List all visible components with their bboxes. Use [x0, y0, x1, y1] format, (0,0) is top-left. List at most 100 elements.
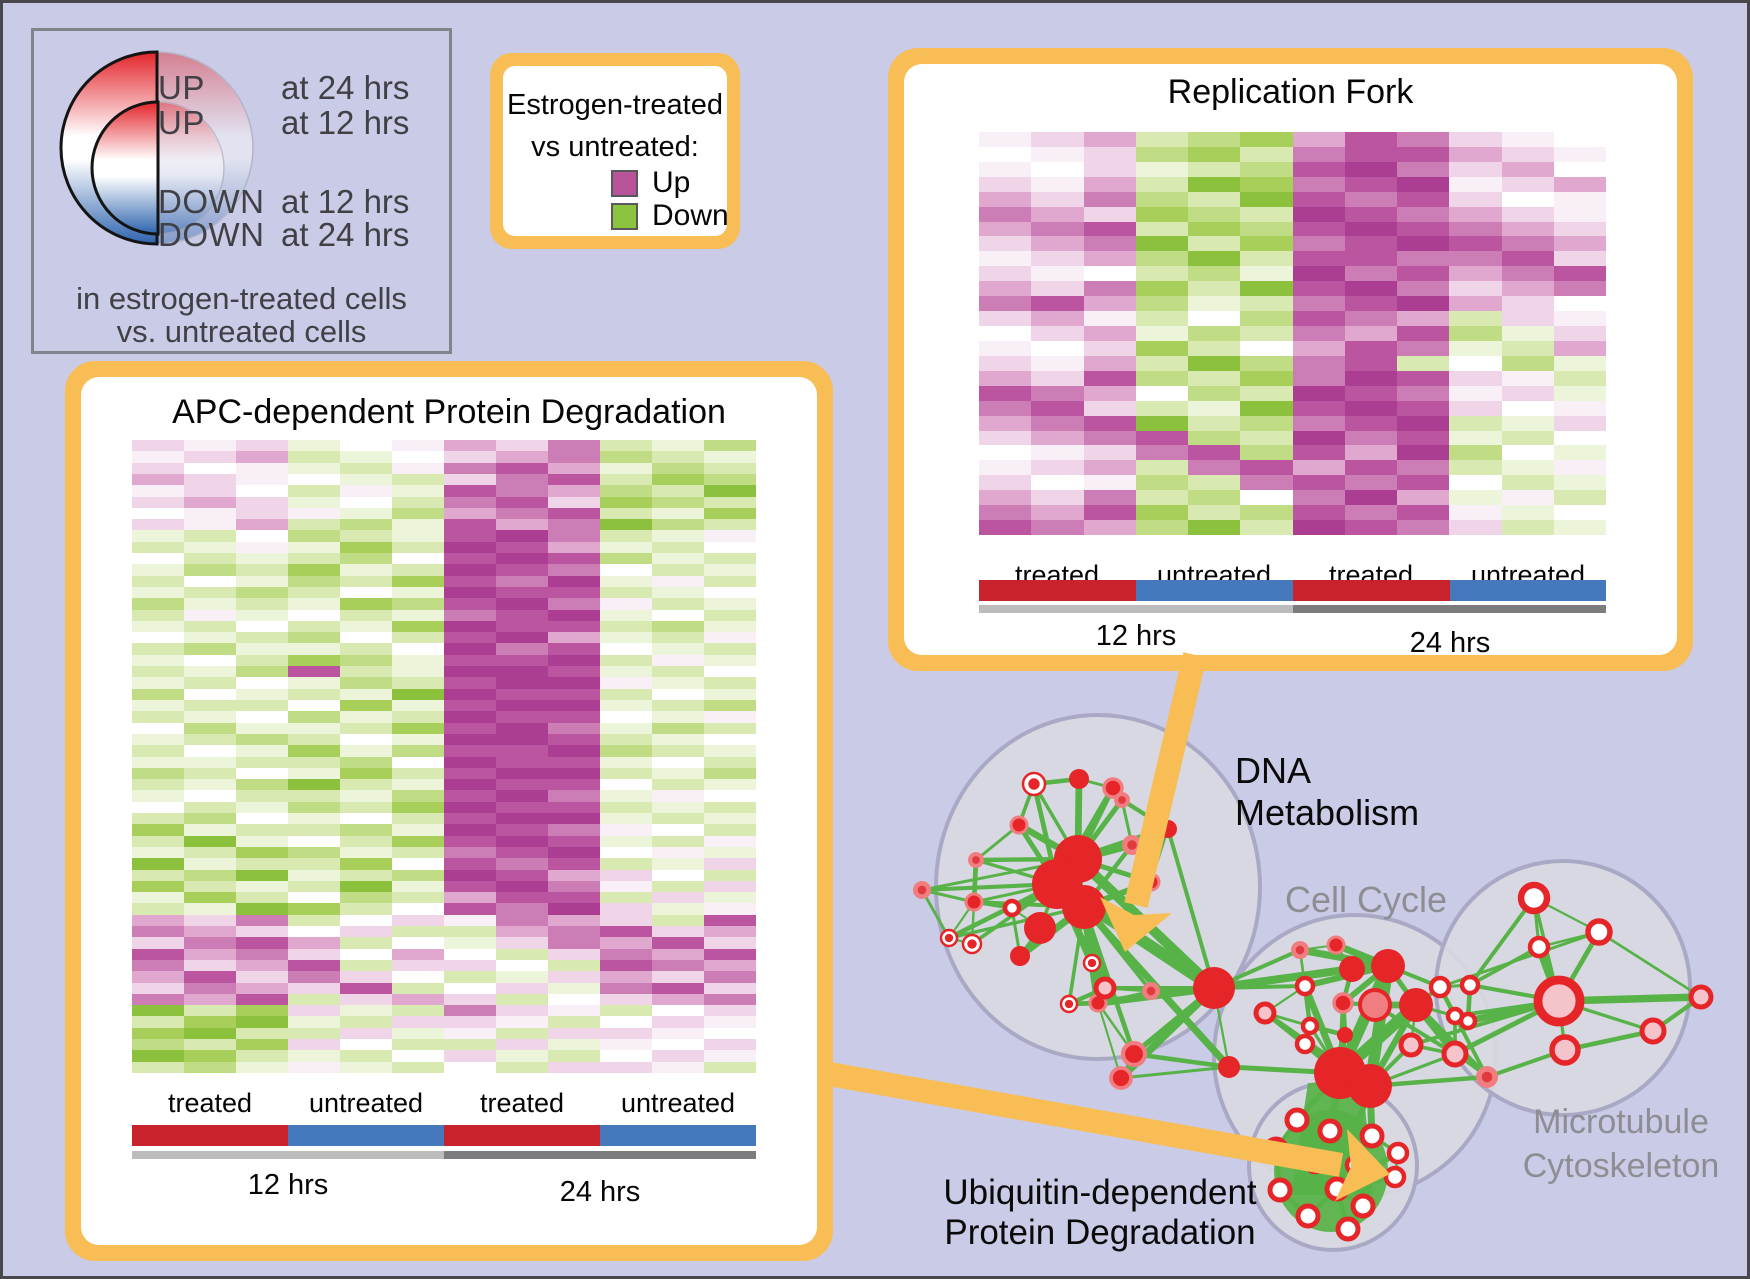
network-node[interactable]: [1688, 984, 1714, 1010]
heatmap-cell: [340, 643, 392, 655]
network-node[interactable]: [1010, 946, 1030, 966]
network-node[interactable]: [1371, 949, 1405, 983]
heatmap-cell: [1397, 161, 1450, 177]
heatmap-cell: [392, 926, 444, 938]
network-node[interactable]: [1024, 912, 1056, 944]
network-node[interactable]: [1441, 1040, 1469, 1068]
heatmap-cell: [444, 462, 496, 474]
heatmap-cell: [184, 440, 236, 452]
heatmap-cell: [1553, 445, 1606, 461]
heatmap-cell: [288, 519, 340, 531]
network-node[interactable]: [1102, 777, 1124, 799]
network-node[interactable]: [1428, 975, 1452, 999]
network-node[interactable]: [1459, 974, 1481, 996]
network-node[interactable]: [1009, 815, 1029, 835]
heatmap-cell: [1188, 146, 1241, 162]
network-node[interactable]: [1122, 835, 1142, 855]
network-node[interactable]: [1383, 1165, 1407, 1189]
network-node[interactable]: [1533, 975, 1585, 1027]
network-node[interactable]: [1263, 1136, 1289, 1162]
heatmap-cell: [1083, 340, 1136, 356]
network-node[interactable]: [913, 881, 931, 899]
network-node[interactable]: [1324, 1176, 1350, 1202]
heatmap-cell: [704, 530, 756, 542]
heatmap-cell: [600, 451, 652, 463]
network-node[interactable]: [1142, 982, 1160, 1000]
network-node[interactable]: [1082, 953, 1102, 973]
heatmap-cell: [288, 858, 340, 870]
legend-up-24: UP: [158, 69, 205, 106]
network-node[interactable]: [1339, 956, 1365, 982]
network-node[interactable]: [1284, 1107, 1310, 1133]
network-node[interactable]: [1350, 1193, 1376, 1219]
heatmap-cell: [1397, 400, 1450, 416]
network-node[interactable]: [1549, 1034, 1581, 1066]
network-node[interactable]: [1114, 792, 1130, 808]
network-node[interactable]: [1458, 1011, 1478, 1031]
heatmap-cell: [1031, 430, 1084, 446]
network-node[interactable]: [1294, 1033, 1316, 1055]
network-node[interactable]: [1639, 1017, 1667, 1045]
network-node[interactable]: [1021, 771, 1047, 797]
network-node[interactable]: [1291, 941, 1309, 959]
network-node[interactable]: [1326, 935, 1346, 955]
heatmap-cell: [288, 779, 340, 791]
network-node[interactable]: [1348, 1064, 1392, 1108]
network-node[interactable]: [1585, 918, 1613, 946]
heatmap-cell: [600, 756, 652, 768]
heatmap-cell: [548, 677, 600, 689]
network-node[interactable]: [964, 892, 984, 912]
network-node[interactable]: [1253, 1001, 1277, 1025]
network-node[interactable]: [1295, 1203, 1321, 1229]
network-node[interactable]: [1120, 1040, 1148, 1068]
network-node[interactable]: [1059, 994, 1079, 1014]
heatmap-cell: [496, 801, 548, 814]
network-node[interactable]: [1002, 898, 1022, 918]
network-node[interactable]: [1062, 885, 1106, 929]
heatmap-cell: [132, 699, 184, 712]
heatmap-cell: [704, 993, 756, 1006]
heatmap-cell: [1188, 340, 1241, 356]
network-node[interactable]: [1300, 1016, 1320, 1036]
heatmap-cell: [236, 1027, 288, 1040]
heatmap-cell: [132, 677, 184, 689]
heatmap-cell: [1397, 296, 1450, 312]
network-node[interactable]: [1344, 1154, 1366, 1176]
network-node[interactable]: [1317, 1118, 1343, 1144]
heatmap-cell: [132, 858, 184, 870]
network-node[interactable]: [1193, 967, 1235, 1009]
network-node[interactable]: [1335, 1216, 1361, 1242]
heatmap-cell: [548, 609, 600, 621]
network-node[interactable]: [1527, 935, 1551, 959]
network-node[interactable]: [968, 852, 984, 868]
heatmap-cell: [392, 609, 444, 621]
network-node[interactable]: [1517, 881, 1551, 915]
network-node[interactable]: [1332, 992, 1354, 1014]
network-node[interactable]: [1141, 872, 1161, 892]
network-node[interactable]: [1159, 820, 1177, 838]
heatmap-cell: [288, 756, 340, 768]
heatmap-cell: [444, 767, 496, 780]
network-node[interactable]: [1303, 1151, 1327, 1175]
network-node[interactable]: [1399, 988, 1433, 1022]
network-node[interactable]: [1359, 1123, 1385, 1149]
heatmap-cell: [600, 507, 652, 520]
network-node[interactable]: [1093, 976, 1117, 1000]
network-node[interactable]: [961, 933, 983, 955]
heatmap-cell: [548, 699, 600, 712]
network-node[interactable]: [1358, 988, 1392, 1022]
network-node[interactable]: [1218, 1056, 1240, 1078]
network-node[interactable]: [1069, 769, 1089, 789]
replication-fork-title: Replication Fork: [1167, 73, 1414, 111]
network-node[interactable]: [939, 928, 959, 948]
network-node[interactable]: [1267, 1177, 1293, 1203]
heatmap-cell: [340, 993, 392, 1006]
network-node[interactable]: [1476, 1066, 1498, 1088]
network-node[interactable]: [1337, 1027, 1353, 1043]
network-node[interactable]: [1109, 1066, 1133, 1090]
heatmap-cell: [236, 813, 288, 825]
network-node[interactable]: [1294, 975, 1316, 997]
heatmap-cell: [1240, 311, 1293, 327]
network-node[interactable]: [1398, 1032, 1424, 1058]
network-node[interactable]: [1386, 1141, 1410, 1165]
